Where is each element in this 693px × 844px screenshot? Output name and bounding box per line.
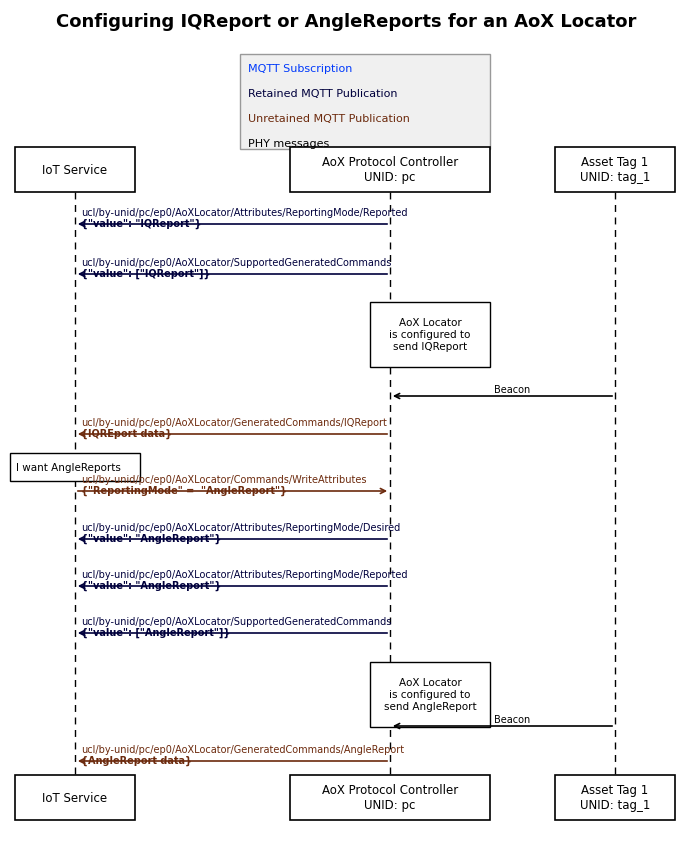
Text: {"value": "IQReport"}: {"value": "IQReport"} bbox=[81, 219, 202, 229]
Text: IoT Service: IoT Service bbox=[42, 163, 107, 176]
Text: {"value": ["IQReport"]}: {"value": ["IQReport"]} bbox=[81, 268, 211, 279]
Bar bbox=[15, 148, 135, 192]
Text: {"value": "AngleReport"}: {"value": "AngleReport"} bbox=[81, 580, 221, 591]
Bar bbox=[555, 775, 675, 820]
Text: ucl/by-unid/pc/ep0/AoXLocator/SupportedGeneratedCommands: ucl/by-unid/pc/ep0/AoXLocator/SupportedG… bbox=[81, 616, 392, 626]
Bar bbox=[370, 302, 490, 367]
Bar bbox=[15, 775, 135, 820]
Text: PHY messages: PHY messages bbox=[248, 138, 329, 149]
Text: ucl/by-unid/pc/ep0/AoXLocator/GeneratedCommands/AngleReport: ucl/by-unid/pc/ep0/AoXLocator/GeneratedC… bbox=[81, 744, 404, 754]
Text: Retained MQTT Publication: Retained MQTT Publication bbox=[248, 89, 398, 99]
Text: ucl/by-unid/pc/ep0/AoXLocator/Attributes/ReportingMode/Reported: ucl/by-unid/pc/ep0/AoXLocator/Attributes… bbox=[81, 570, 407, 579]
Text: AoX Locator
is configured to
send AngleReport: AoX Locator is configured to send AngleR… bbox=[384, 678, 476, 711]
Text: Configuring IQReport or AngleReports for an AoX Locator: Configuring IQReport or AngleReports for… bbox=[56, 13, 637, 31]
Text: {IQREport data}: {IQREport data} bbox=[81, 429, 172, 439]
Text: Asset Tag 1
UNID: tag_1: Asset Tag 1 UNID: tag_1 bbox=[580, 783, 650, 811]
Text: {"ReportingMode" =  "AngleReport"}: {"ReportingMode" = "AngleReport"} bbox=[81, 485, 287, 495]
Text: IoT Service: IoT Service bbox=[42, 791, 107, 803]
Bar bbox=[240, 55, 490, 150]
Text: {"value": "AngleReport"}: {"value": "AngleReport"} bbox=[81, 533, 221, 544]
Text: Unretained MQTT Publication: Unretained MQTT Publication bbox=[248, 114, 410, 124]
Text: AoX Protocol Controller
UNID: pc: AoX Protocol Controller UNID: pc bbox=[322, 156, 458, 184]
Bar bbox=[10, 453, 140, 481]
Text: ucl/by-unid/pc/ep0/AoXLocator/Attributes/ReportingMode/Desired: ucl/by-unid/pc/ep0/AoXLocator/Attributes… bbox=[81, 522, 401, 533]
Bar bbox=[555, 148, 675, 192]
Text: Asset Tag 1
UNID: tag_1: Asset Tag 1 UNID: tag_1 bbox=[580, 156, 650, 184]
Text: ucl/by-unid/pc/ep0/AoXLocator/GeneratedCommands/IQReport: ucl/by-unid/pc/ep0/AoXLocator/GeneratedC… bbox=[81, 418, 387, 428]
Text: {AngleReport data}: {AngleReport data} bbox=[81, 755, 192, 766]
Bar bbox=[290, 148, 490, 192]
Text: ucl/by-unid/pc/ep0/AoXLocator/Commands/WriteAttributes: ucl/by-unid/pc/ep0/AoXLocator/Commands/W… bbox=[81, 474, 367, 484]
Text: AoX Locator
is configured to
send IQReport: AoX Locator is configured to send IQRepo… bbox=[389, 318, 471, 351]
Bar bbox=[290, 775, 490, 820]
Text: {"value": ["AngleReport"]}: {"value": ["AngleReport"]} bbox=[81, 627, 230, 637]
Text: ucl/by-unid/pc/ep0/AoXLocator/SupportedGeneratedCommands: ucl/by-unid/pc/ep0/AoXLocator/SupportedG… bbox=[81, 257, 392, 268]
Text: MQTT Subscription: MQTT Subscription bbox=[248, 64, 352, 74]
Text: Beacon: Beacon bbox=[494, 714, 531, 724]
Text: Beacon: Beacon bbox=[494, 385, 531, 394]
Text: ucl/by-unid/pc/ep0/AoXLocator/Attributes/ReportingMode/Reported: ucl/by-unid/pc/ep0/AoXLocator/Attributes… bbox=[81, 208, 407, 218]
Text: I want AngleReports: I want AngleReports bbox=[16, 463, 121, 473]
Bar bbox=[370, 662, 490, 727]
Text: AoX Protocol Controller
UNID: pc: AoX Protocol Controller UNID: pc bbox=[322, 783, 458, 811]
